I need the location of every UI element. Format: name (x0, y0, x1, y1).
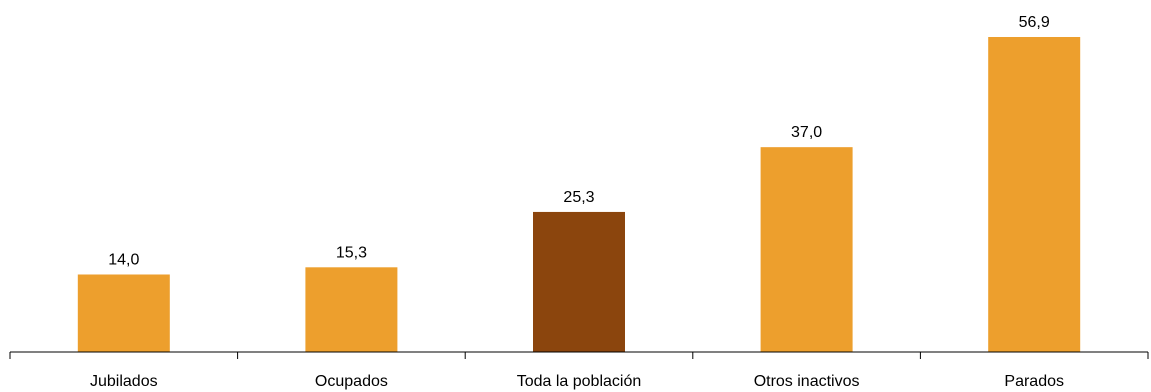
value-label-4: 37,0 (791, 124, 822, 141)
value-label-1: 14,0 (108, 251, 139, 268)
bar-2 (305, 267, 397, 352)
value-label-2: 15,3 (336, 244, 367, 261)
x-axis-ticks-group (10, 352, 1148, 359)
category-labels-group: Jubilados Ocupados Toda la población Otros … (90, 373, 1064, 390)
category-label-5: Parados (1004, 373, 1064, 390)
bar-4 (761, 147, 853, 352)
bar-5 (988, 37, 1080, 352)
bar-1 (78, 274, 170, 352)
category-label-2: Ocupados (315, 373, 388, 390)
category-label-4: Otros inactivos (754, 373, 860, 390)
bar-3 (533, 212, 625, 352)
category-label-1: Jubilados (90, 373, 158, 390)
category-label-3: Toda la población (517, 373, 642, 390)
value-label-3: 25,3 (563, 189, 594, 206)
value-label-5: 56,9 (1019, 14, 1050, 31)
